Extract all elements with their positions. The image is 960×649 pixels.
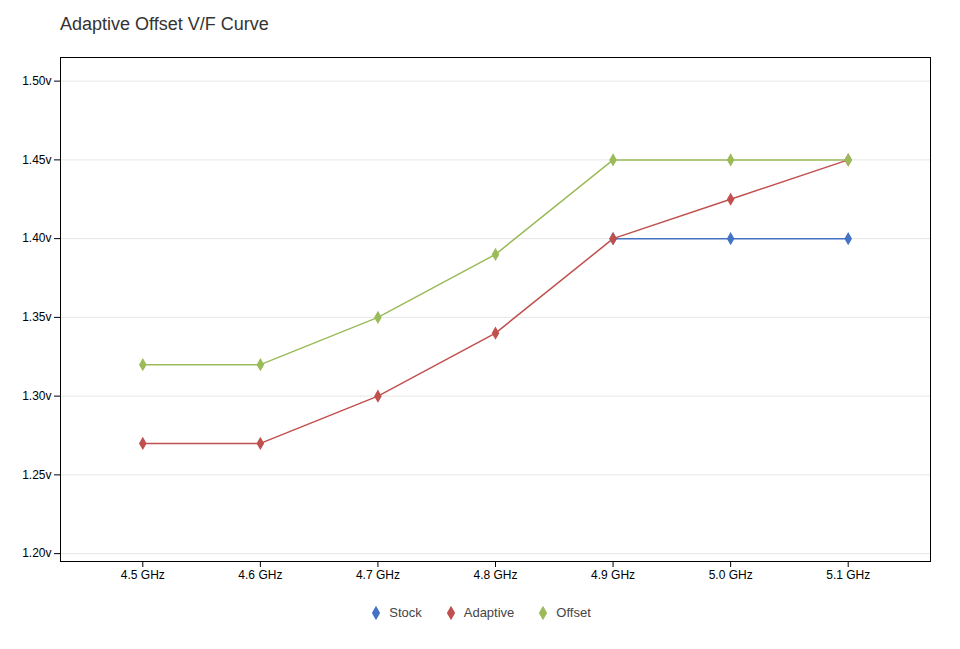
svg-text:1.20v: 1.20v xyxy=(22,546,51,560)
svg-text:4.6 GHz: 4.6 GHz xyxy=(238,568,282,582)
svg-text:1.40v: 1.40v xyxy=(22,231,51,245)
html-text:Adaptive: Adaptive xyxy=(463,605,515,620)
svg-text:4.9 GHz: 4.9 GHz xyxy=(591,568,635,582)
svg-text:1.25v: 1.25v xyxy=(22,468,51,482)
svg-text:5.1 GHz: 5.1 GHz xyxy=(826,568,870,582)
svg-text:4.7 GHz: 4.7 GHz xyxy=(356,568,400,582)
html-text:Stock: Stock xyxy=(389,605,422,620)
html-text:Adaptive Offset V/F Curve: Adaptive Offset V/F Curve xyxy=(60,14,269,34)
html-text:Offset: Offset xyxy=(556,605,591,620)
svg-text:5.0 GHz: 5.0 GHz xyxy=(709,568,753,582)
svg-text:1.45v: 1.45v xyxy=(22,153,51,167)
svg-text:4.5 GHz: 4.5 GHz xyxy=(121,568,165,582)
svg-text:4.8 GHz: 4.8 GHz xyxy=(473,568,517,582)
svg-text:1.35v: 1.35v xyxy=(22,310,51,324)
svg-text:1.50v: 1.50v xyxy=(22,74,51,88)
svg-text:1.30v: 1.30v xyxy=(22,389,51,403)
